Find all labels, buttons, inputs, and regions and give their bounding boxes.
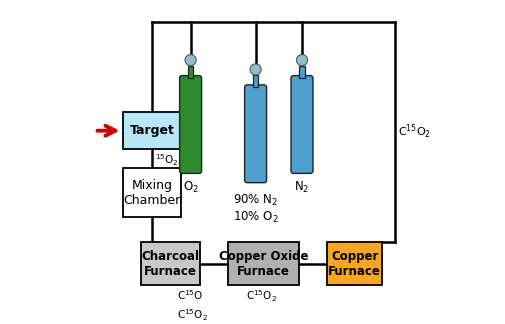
- Text: O$_2$: O$_2$: [183, 180, 198, 195]
- Text: C$^{15}$O: C$^{15}$O: [177, 289, 203, 302]
- Text: C$^{15}$O$_2$: C$^{15}$O$_2$: [177, 307, 208, 323]
- FancyBboxPatch shape: [291, 75, 313, 173]
- Bar: [188, 66, 193, 78]
- FancyBboxPatch shape: [123, 112, 181, 149]
- Text: $^{15}$O$_2$: $^{15}$O$_2$: [155, 152, 179, 168]
- Text: Copper
Furnace: Copper Furnace: [328, 250, 381, 278]
- FancyBboxPatch shape: [244, 85, 267, 183]
- Text: C$^{15}$O$_2$: C$^{15}$O$_2$: [398, 123, 431, 142]
- FancyBboxPatch shape: [141, 242, 200, 285]
- Bar: [253, 75, 259, 87]
- Text: Mixing
Chamber: Mixing Chamber: [123, 179, 180, 207]
- Circle shape: [185, 54, 196, 66]
- FancyBboxPatch shape: [327, 242, 382, 285]
- FancyBboxPatch shape: [180, 75, 201, 173]
- Text: C$^{15}$O$_2$: C$^{15}$O$_2$: [245, 289, 277, 304]
- Circle shape: [296, 54, 308, 66]
- Text: Copper Oxide
Furnace: Copper Oxide Furnace: [219, 250, 308, 278]
- Text: N$_2$: N$_2$: [294, 180, 310, 195]
- Circle shape: [250, 64, 261, 75]
- FancyBboxPatch shape: [123, 168, 181, 217]
- Text: Charcoal
Furnace: Charcoal Furnace: [141, 250, 199, 278]
- Bar: [299, 66, 305, 78]
- Text: 90% N$_2$
10% O$_2$: 90% N$_2$ 10% O$_2$: [233, 192, 278, 225]
- Text: Target: Target: [129, 124, 174, 137]
- FancyBboxPatch shape: [228, 242, 299, 285]
